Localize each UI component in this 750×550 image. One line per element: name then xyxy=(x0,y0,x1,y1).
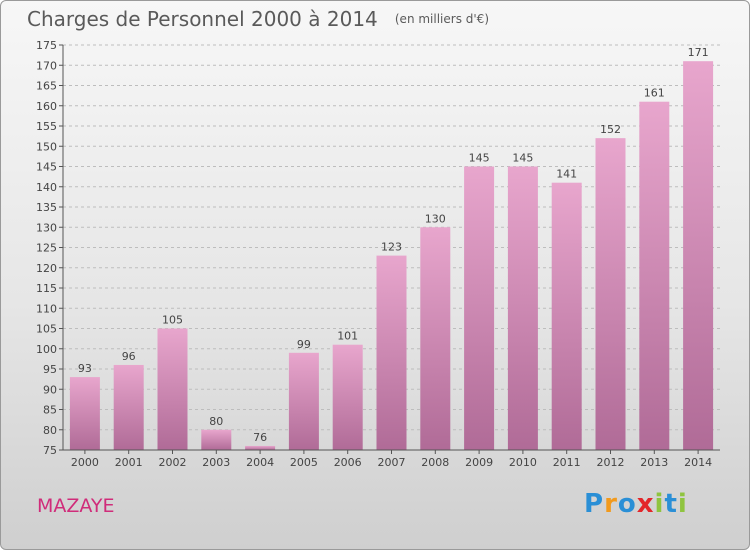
data-label: 80 xyxy=(209,415,223,428)
x-tick-label: 2010 xyxy=(509,456,537,469)
chart-title: Charges de Personnel 2000 à 2014 xyxy=(27,7,378,31)
y-tick-label: 105 xyxy=(36,323,57,336)
y-tick-label: 140 xyxy=(36,181,57,194)
y-tick-label: 95 xyxy=(43,363,57,376)
x-tick-label: 2002 xyxy=(159,456,187,469)
logo-letter: P xyxy=(584,489,605,519)
y-tick-label: 135 xyxy=(36,201,57,214)
x-tick-label: 2007 xyxy=(378,456,406,469)
logo-letter: r xyxy=(604,489,618,519)
y-tick-label: 130 xyxy=(36,221,57,234)
y-tick-label: 120 xyxy=(36,262,57,275)
y-tick-label: 170 xyxy=(36,59,57,72)
data-label: 141 xyxy=(556,168,577,181)
bar xyxy=(595,138,626,450)
data-label: 76 xyxy=(253,431,267,444)
data-label: 123 xyxy=(381,241,402,254)
proxiti-logo: Proxiti xyxy=(584,489,688,519)
y-tick-label: 125 xyxy=(36,242,57,255)
y-tick-label: 160 xyxy=(36,100,57,113)
x-tick-label: 2001 xyxy=(115,456,143,469)
y-tick-label: 100 xyxy=(36,343,57,356)
logo-letter: o xyxy=(617,489,637,519)
bar xyxy=(332,344,363,450)
data-label: 145 xyxy=(469,152,490,165)
y-tick-label: 85 xyxy=(43,404,57,417)
x-tick-label: 2009 xyxy=(465,456,493,469)
y-tick-label: 175 xyxy=(36,39,57,52)
data-label: 161 xyxy=(644,87,665,100)
bar xyxy=(201,429,232,450)
x-tick-label: 2003 xyxy=(202,456,230,469)
y-tick-label: 165 xyxy=(36,80,57,93)
chart-unit: (en milliers d'€) xyxy=(394,12,489,26)
x-tick-label: 2008 xyxy=(421,456,449,469)
data-label: 152 xyxy=(600,123,621,136)
logo-letter: x xyxy=(636,489,655,519)
x-tick-label: 2014 xyxy=(684,456,712,469)
bar xyxy=(420,227,451,450)
data-label: 130 xyxy=(425,212,446,225)
y-tick-label: 155 xyxy=(36,120,57,133)
bar xyxy=(245,445,276,450)
bar xyxy=(288,352,319,450)
bar xyxy=(683,61,714,450)
y-tick-label: 150 xyxy=(36,140,57,153)
logo-letter: t xyxy=(664,489,678,519)
bar xyxy=(376,255,407,450)
data-label: 101 xyxy=(337,330,358,343)
x-tick-label: 2004 xyxy=(246,456,274,469)
bar xyxy=(639,101,670,450)
data-label: 105 xyxy=(162,314,183,327)
y-tick-label: 90 xyxy=(43,383,57,396)
bar xyxy=(551,182,582,450)
y-tick-label: 75 xyxy=(43,444,57,457)
commune-name: MAZAYE xyxy=(37,495,115,517)
data-label: 96 xyxy=(122,350,136,363)
logo-letter: i xyxy=(677,489,688,519)
y-tick-label: 110 xyxy=(36,302,57,315)
bar xyxy=(464,166,495,450)
bar xyxy=(113,364,144,450)
x-tick-label: 2006 xyxy=(334,456,362,469)
x-tick-label: 2012 xyxy=(597,456,625,469)
bar xyxy=(69,377,100,450)
logo-letter: i xyxy=(654,489,665,519)
bar xyxy=(157,328,188,450)
x-tick-label: 2005 xyxy=(290,456,318,469)
y-tick-label: 145 xyxy=(36,161,57,174)
data-label: 93 xyxy=(78,362,92,375)
x-tick-label: 2011 xyxy=(553,456,581,469)
title-row: Charges de Personnel 2000 à 2014 (en mil… xyxy=(27,7,489,31)
y-tick-label: 115 xyxy=(36,282,57,295)
data-label: 99 xyxy=(297,338,311,351)
data-label: 171 xyxy=(688,46,709,59)
y-tick-label: 80 xyxy=(43,424,57,437)
x-tick-label: 2013 xyxy=(640,456,668,469)
x-tick-label: 2000 xyxy=(71,456,99,469)
data-label: 145 xyxy=(512,152,533,165)
bar xyxy=(507,166,538,450)
